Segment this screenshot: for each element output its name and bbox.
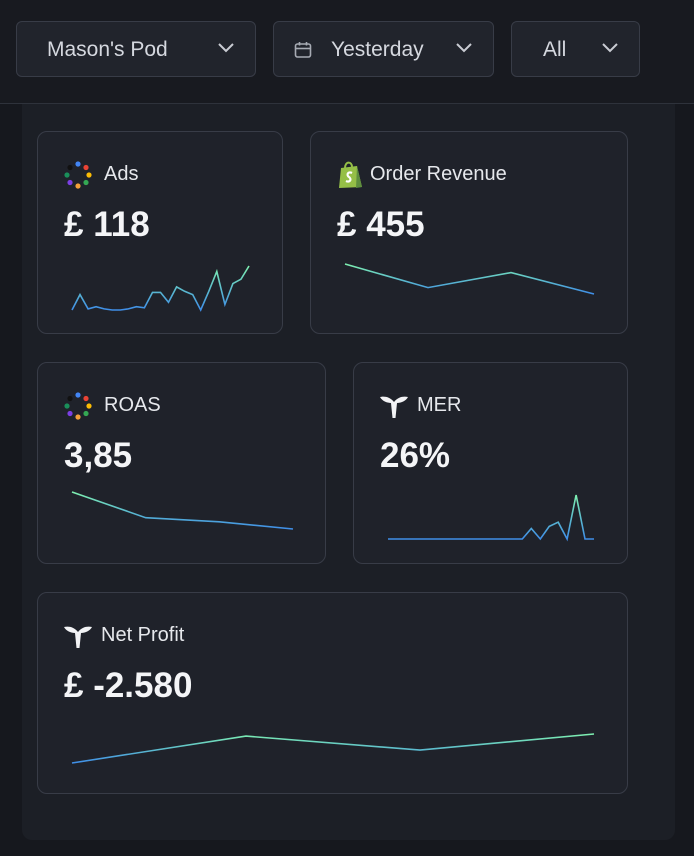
chevron bbox=[218, 43, 234, 53]
card-value: £ -2.580 bbox=[64, 666, 193, 705]
dropdown-label: Yesterday bbox=[331, 38, 424, 61]
metric-card[interactable]: MER 26% bbox=[353, 362, 628, 564]
metric-card[interactable]: Order Revenue £ 455 bbox=[310, 131, 628, 334]
sparkline bbox=[71, 733, 595, 764]
card-value: 3,85 bbox=[64, 436, 133, 475]
sparkline bbox=[71, 265, 250, 312]
calendar-icon bbox=[294, 42, 312, 58]
pod-dropdown[interactable]: Mason's Pod bbox=[16, 21, 256, 77]
sparkline-line bbox=[388, 494, 594, 542]
sparkline-line bbox=[344, 263, 595, 295]
card-title: Ads bbox=[104, 163, 139, 185]
sparkline bbox=[71, 491, 294, 530]
card-value: 26% bbox=[380, 436, 451, 475]
card-title: ROAS bbox=[104, 394, 161, 416]
card-title: Net Profit bbox=[101, 624, 185, 646]
chevron bbox=[456, 43, 472, 53]
sparkline-line bbox=[71, 733, 595, 764]
triple-whale-icon bbox=[380, 396, 408, 418]
ads-icon bbox=[64, 392, 92, 420]
sparkline bbox=[344, 263, 595, 295]
shopify-icon bbox=[339, 161, 362, 188]
ads-icon bbox=[64, 161, 92, 189]
metric-card[interactable]: ROAS 3,85 bbox=[37, 362, 326, 564]
card-value: £ 455 bbox=[337, 205, 425, 244]
filter-bar: Mason's Pod Yesterday All bbox=[0, 0, 694, 104]
metric-card[interactable]: Ads £ 118 bbox=[37, 131, 283, 334]
card-title: Order Revenue bbox=[370, 163, 507, 185]
sparkline bbox=[388, 494, 594, 542]
date-dropdown[interactable]: Yesterday bbox=[273, 21, 494, 77]
chevron bbox=[602, 43, 618, 53]
card-title: MER bbox=[417, 394, 462, 416]
filter-dropdown[interactable]: All bbox=[511, 21, 640, 77]
dropdown-label: Mason's Pod bbox=[47, 38, 168, 61]
metric-card[interactable]: Net Profit £ -2.580 bbox=[37, 592, 628, 794]
sparkline-line bbox=[71, 491, 294, 530]
card-value: £ 118 bbox=[64, 205, 150, 244]
sparkline-line bbox=[71, 265, 250, 312]
triple-whale-icon bbox=[64, 626, 92, 648]
dropdown-label: All bbox=[543, 38, 567, 61]
